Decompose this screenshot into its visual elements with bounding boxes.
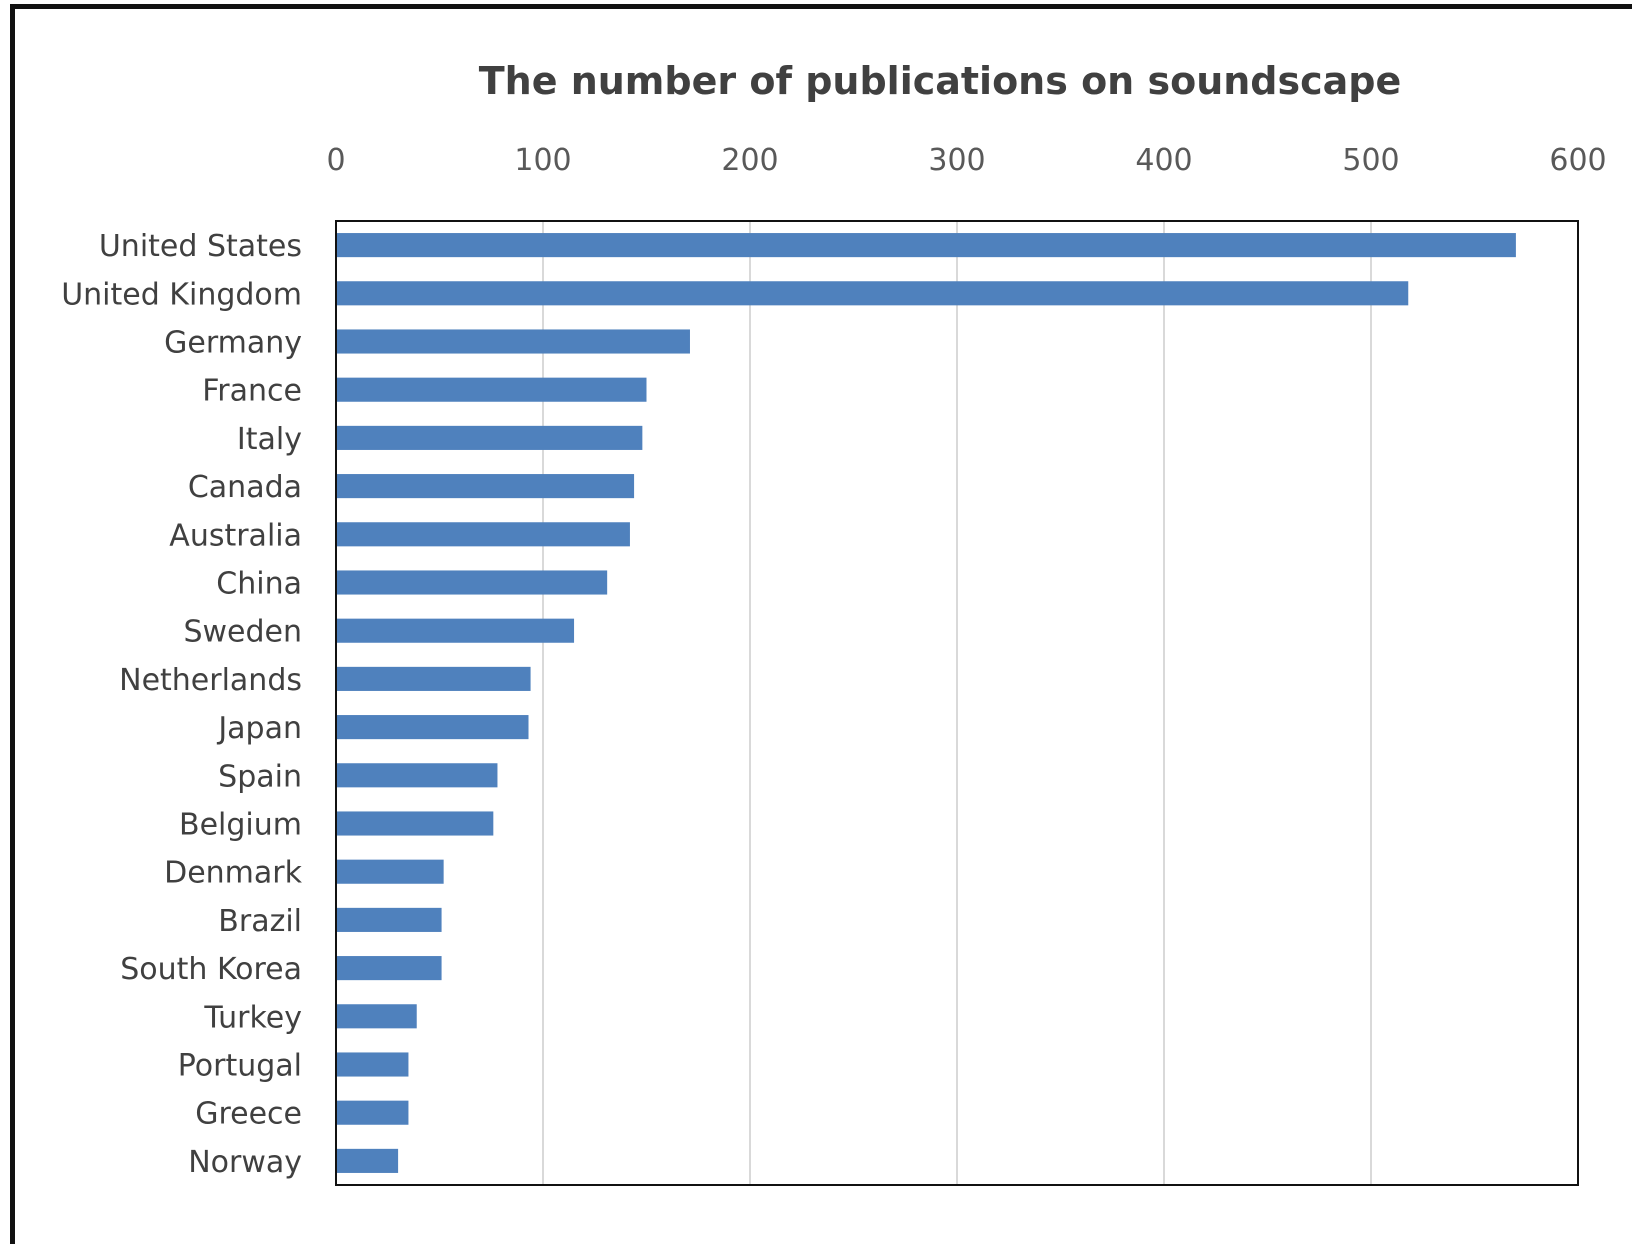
bar-denmark <box>337 859 444 884</box>
x-tick-label-0: 0 <box>326 143 345 178</box>
category-label-netherlands: Netherlands <box>119 663 302 698</box>
bar-netherlands <box>337 666 531 691</box>
chart-title: The number of publications on soundscape <box>479 59 1402 103</box>
category-label-canada: Canada <box>188 470 302 505</box>
x-tick-label-100: 100 <box>514 143 571 178</box>
category-label-spain: Spain <box>218 759 302 794</box>
x-tick-label-200: 200 <box>721 143 778 178</box>
x-tick-label-500: 500 <box>1342 143 1399 178</box>
category-label-portugal: Portugal <box>178 1049 302 1084</box>
category-label-germany: Germany <box>164 326 302 361</box>
category-label-australia: Australia <box>169 518 302 553</box>
image-frame <box>10 4 1632 1244</box>
bar-brazil <box>337 907 442 932</box>
x-tick-label-600: 600 <box>1549 143 1606 178</box>
category-label-united-states: United States <box>99 229 302 264</box>
bar-australia <box>337 522 630 547</box>
category-label-denmark: Denmark <box>164 856 303 891</box>
bar-south-korea <box>337 956 442 981</box>
category-label-south-korea: South Korea <box>120 952 302 987</box>
bar-spain <box>337 763 498 788</box>
bar-canada <box>337 474 635 499</box>
plot-area-border <box>335 220 1579 1186</box>
category-label-belgium: Belgium <box>179 808 302 843</box>
category-label-turkey: Turkey <box>203 1000 302 1035</box>
category-label-china: China <box>216 567 302 602</box>
bars <box>337 233 1516 1173</box>
bar-china <box>337 570 608 595</box>
category-label-united-kingdom: United Kingdom <box>61 277 302 312</box>
category-label-france: France <box>202 374 302 409</box>
category-label-japan: Japan <box>216 711 302 746</box>
bar-france <box>337 377 647 402</box>
x-tick-label-300: 300 <box>928 143 985 178</box>
category-label-sweden: Sweden <box>183 615 302 650</box>
bar-united-states <box>337 233 1516 258</box>
category-label-greece: Greece <box>195 1097 302 1132</box>
bar-japan <box>337 715 529 740</box>
bar-portugal <box>337 1052 409 1077</box>
bar-belgium <box>337 811 494 836</box>
bar-turkey <box>337 1004 417 1029</box>
bar-italy <box>337 425 643 450</box>
gridlines <box>542 221 1372 1185</box>
category-label-italy: Italy <box>237 422 302 457</box>
category-label-norway: Norway <box>188 1145 302 1180</box>
x-tick-label-400: 400 <box>1135 143 1192 178</box>
bar-sweden <box>337 618 575 643</box>
bar-greece <box>337 1100 409 1125</box>
bar-germany <box>337 329 690 354</box>
category-label-brazil: Brazil <box>218 904 302 939</box>
category-labels: United States United Kingdom Germany France… <box>61 229 302 1180</box>
bar-norway <box>337 1148 399 1173</box>
bar-united-kingdom <box>337 281 1409 306</box>
x-axis-ticks: 0 100 200 300 400 500 600 <box>326 143 1606 178</box>
